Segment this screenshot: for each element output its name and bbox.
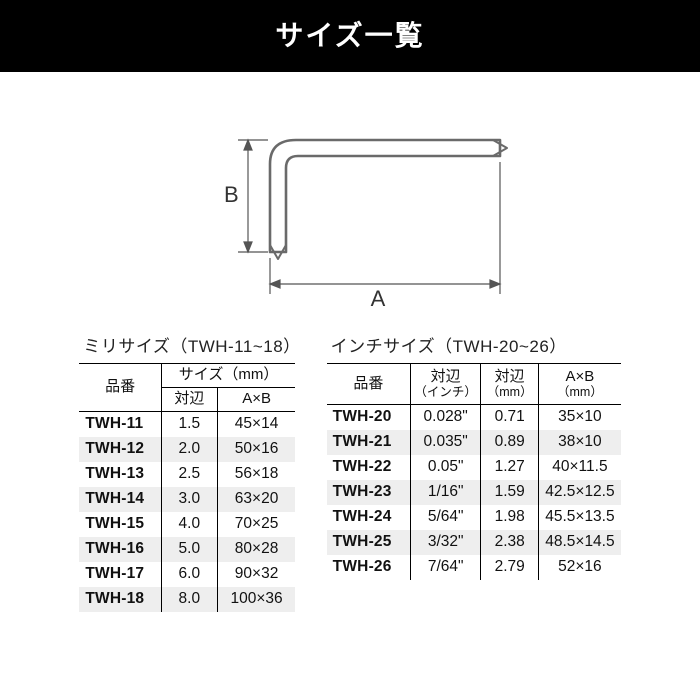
mm-table: 品番 サイズ（mm） 対辺 A×B TWH-111.545×14TWH-122.… [79, 363, 295, 612]
cell-code: TWH-21 [327, 430, 411, 455]
cell-ab: 48.5×14.5 [539, 530, 621, 555]
cell-inch: 7/64" [411, 555, 481, 580]
table-row: TWH-231/16"1.5942.5×12.5 [327, 480, 621, 505]
in-hdr-code-txt: 品番 [353, 375, 383, 392]
dim-a-label: A [371, 286, 386, 311]
cell-inch: 1/16" [411, 480, 481, 505]
cell-ab: 100×36 [217, 587, 295, 612]
cell-ab: 45×14 [217, 411, 295, 437]
in-hdr-c1: 対辺（インチ） [411, 364, 481, 405]
cell-ab: 63×20 [217, 487, 295, 512]
dimension-diagram: B A [0, 72, 700, 332]
table-row: TWH-122.050×16 [79, 437, 295, 462]
page-title: サイズ一覧 [0, 0, 700, 72]
in-hdr-c3: A×B（mm） [539, 364, 621, 405]
cell-mm: 0.89 [481, 430, 539, 455]
in-hdr-c2: 対辺（mm） [481, 364, 539, 405]
mm-hdr-group: サイズ（mm） [161, 364, 295, 388]
cell-code: TWH-13 [79, 462, 161, 487]
cell-code: TWH-22 [327, 455, 411, 480]
cell-code: TWH-24 [327, 505, 411, 530]
table-row: TWH-253/32"2.3848.5×14.5 [327, 530, 621, 555]
cell-code: TWH-15 [79, 512, 161, 537]
mm-hdr-c2: A×B [217, 387, 295, 411]
table-row: TWH-188.0100×36 [79, 587, 295, 612]
cell-code: TWH-14 [79, 487, 161, 512]
cell-code: TWH-18 [79, 587, 161, 612]
cell-inch: 0.05" [411, 455, 481, 480]
cell-size: 2.5 [161, 462, 217, 487]
cell-code: TWH-23 [327, 480, 411, 505]
dim-b-label: B [224, 182, 239, 207]
mm-hdr-c1: 対辺 [161, 387, 217, 411]
in-hdr-code: 品番 [327, 364, 411, 405]
cell-mm: 0.71 [481, 404, 539, 430]
cell-size: 2.0 [161, 437, 217, 462]
cell-ab: 35×10 [539, 404, 621, 430]
table-row: TWH-176.090×32 [79, 562, 295, 587]
table-row: TWH-165.080×28 [79, 537, 295, 562]
cell-size: 6.0 [161, 562, 217, 587]
table-row: TWH-245/64"1.9845.5×13.5 [327, 505, 621, 530]
cell-mm: 2.38 [481, 530, 539, 555]
table-row: TWH-267/64"2.7952×16 [327, 555, 621, 580]
cell-ab: 56×18 [217, 462, 295, 487]
cell-code: TWH-17 [79, 562, 161, 587]
cell-size: 3.0 [161, 487, 217, 512]
cell-code: TWH-20 [327, 404, 411, 430]
cell-ab: 52×16 [539, 555, 621, 580]
cell-ab: 40×11.5 [539, 455, 621, 480]
cell-inch: 0.035" [411, 430, 481, 455]
cell-code: TWH-16 [79, 537, 161, 562]
cell-ab: 80×28 [217, 537, 295, 562]
mm-hdr-code: 品番 [79, 364, 161, 412]
mm-section-title: ミリサイズ（TWH-11~18） [83, 332, 300, 357]
cell-mm: 2.79 [481, 555, 539, 580]
cell-size: 1.5 [161, 411, 217, 437]
cell-size: 4.0 [161, 512, 217, 537]
cell-ab: 42.5×12.5 [539, 480, 621, 505]
cell-inch: 3/32" [411, 530, 481, 555]
cell-ab: 50×16 [217, 437, 295, 462]
cell-ab: 90×32 [217, 562, 295, 587]
cell-mm: 1.27 [481, 455, 539, 480]
cell-size: 8.0 [161, 587, 217, 612]
cell-size: 5.0 [161, 537, 217, 562]
table-row: TWH-200.028"0.7135×10 [327, 404, 621, 430]
cell-inch: 5/64" [411, 505, 481, 530]
cell-code: TWH-12 [79, 437, 161, 462]
table-row: TWH-111.545×14 [79, 411, 295, 437]
table-row: TWH-210.035"0.8938×10 [327, 430, 621, 455]
cell-ab: 45.5×13.5 [539, 505, 621, 530]
cell-code: TWH-25 [327, 530, 411, 555]
cell-ab: 38×10 [539, 430, 621, 455]
table-row: TWH-143.063×20 [79, 487, 295, 512]
table-row: TWH-154.070×25 [79, 512, 295, 537]
cell-mm: 1.98 [481, 505, 539, 530]
cell-ab: 70×25 [217, 512, 295, 537]
table-row: TWH-132.556×18 [79, 462, 295, 487]
cell-code: TWH-26 [327, 555, 411, 580]
table-row: TWH-220.05"1.2740×11.5 [327, 455, 621, 480]
inch-table: 品番 対辺（インチ） 対辺（mm） A×B（mm） TWH-200.028"0.… [327, 363, 621, 580]
cell-mm: 1.59 [481, 480, 539, 505]
cell-inch: 0.028" [411, 404, 481, 430]
cell-code: TWH-11 [79, 411, 161, 437]
inch-section-title: インチサイズ（TWH-20~26） [331, 332, 621, 357]
